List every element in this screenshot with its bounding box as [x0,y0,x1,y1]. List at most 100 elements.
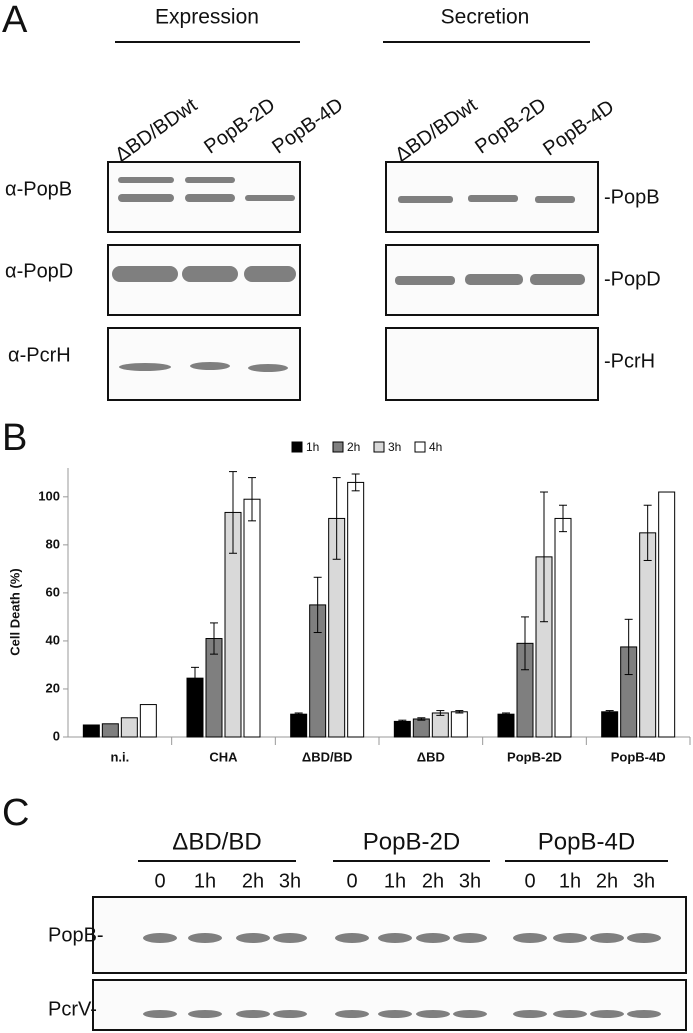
error-bar [229,471,237,554]
x-tick-label: CHA [209,749,238,764]
time-label: 2h [596,870,618,892]
legend-label: 3h [388,440,401,454]
row-label: -PcrH [604,350,655,372]
bar [347,481,365,738]
time-label: 1h [384,870,406,892]
blot-band [553,933,587,943]
lane-label: PopB-4D [539,96,618,161]
blot-band [453,1010,487,1018]
x-tick-label: PopB-4D [611,749,666,764]
row-label: PopB- [48,924,104,946]
bar [431,712,449,738]
panel-letter: B [2,417,27,459]
bar [639,532,657,738]
y-axis-label: Cell Death (%) [7,568,22,655]
panel-letter: A [2,0,28,41]
error-bar [436,710,445,716]
blot-band [335,1010,369,1018]
group-header: PopB-2D [363,828,460,855]
blot-band [553,1010,587,1018]
error-bar [559,504,567,533]
error-bar [398,719,407,724]
group-header: ΔBD/BD [172,828,261,855]
bar [82,724,100,738]
blot-band [513,933,547,943]
time-label: 3h [633,870,655,892]
row-label: -PopB [604,186,660,208]
blot-band [590,933,624,943]
blot-band [627,933,661,943]
bar [412,718,430,738]
row-label: α-PcrH [8,344,71,366]
x-tick-label: ΔBD/BD [302,749,353,764]
lane-label: ΔBD/BDwt [111,94,201,166]
time-label: 3h [279,870,301,892]
row-label: -PopD [604,268,661,290]
blot-band [335,933,369,943]
blot-band [188,1010,222,1018]
error-bar [191,666,199,690]
lane-label: PopB-2D [471,94,550,159]
blot-band [236,1010,270,1018]
time-label: 2h [242,870,264,892]
blot-band [188,933,222,943]
lane-label: PopB-2D [200,94,279,159]
bar [120,717,138,738]
time-label: 0 [346,870,357,892]
error-bar [417,717,426,721]
y-tick-label: 80 [46,536,60,551]
blot-band [416,1010,450,1018]
blot-band [513,1010,547,1018]
time-label: 0 [154,870,165,892]
lane-label: PopB-4D [268,94,347,159]
error-bar [540,491,548,623]
error-bar [643,504,652,561]
error-bar [624,618,633,676]
chart: 0 20 40 60 80 100 n.i. CHA ΔBD/BD ΔBD PopB-2D PopB-… [38,440,691,764]
error-bar [313,576,322,634]
bar [601,711,619,738]
error-bar [521,616,529,671]
error-bar [455,710,464,714]
time-label: 3h [459,870,481,892]
time-label: 1h [194,870,216,892]
error-bar [605,710,614,714]
x-tick-label: ΔBD [417,749,445,764]
time-label: 2h [422,870,444,892]
bar [393,720,411,738]
error-bar [210,622,218,655]
lane-label: ΔBD/BDwt [391,94,481,166]
legend-label: 1h [306,440,319,454]
error-bar [502,712,510,716]
blots-a [107,161,599,401]
legend-label: 2h [347,440,360,454]
bar [243,498,261,738]
legend-swatch [373,441,385,453]
blot-band [236,933,270,943]
row-label: α-PopD [5,260,73,282]
panel-letter: C [2,792,29,834]
y-tick-label: 60 [46,584,60,599]
error-bar [248,477,256,522]
time-label: 1h [559,870,581,892]
blot-band [143,933,177,943]
row-label: PcrV- [48,998,97,1020]
blot-band [273,1010,307,1018]
bar [658,491,676,738]
group-header: Expression [155,6,259,29]
x-tick-label: PopB-2D [507,749,562,764]
bar [101,723,119,738]
legend-swatch [291,441,303,453]
y-tick-label: 20 [46,680,60,695]
blot-band [378,933,412,943]
error-bar [351,473,360,492]
row-label: α-PopB [5,178,72,200]
y-tick-label: 40 [46,632,60,647]
y-tick-label: 100 [38,488,60,503]
blot-band [627,1010,661,1018]
x-tick-label: n.i. [110,749,129,764]
error-bar [332,477,341,560]
legend-swatch [414,441,426,453]
